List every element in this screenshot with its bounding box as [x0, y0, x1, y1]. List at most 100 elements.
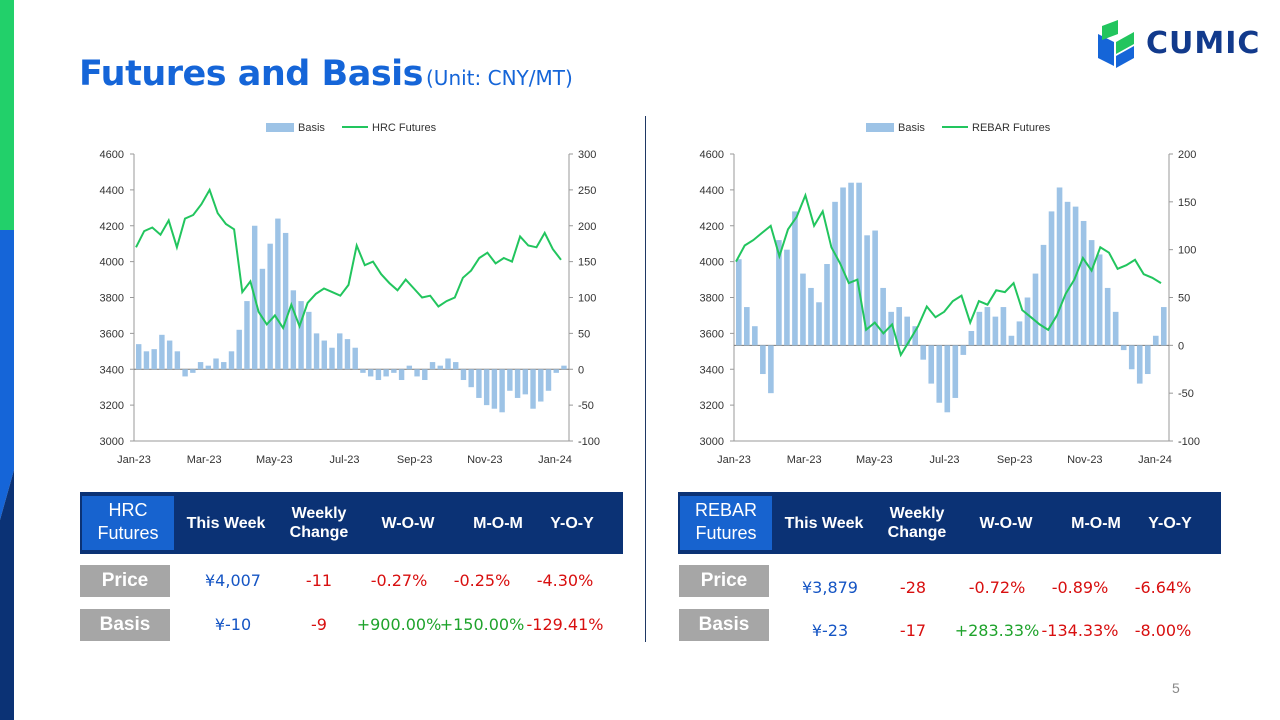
rebar-basis-mom: -134.33% [1041, 621, 1119, 640]
basis-bar [182, 369, 188, 377]
basis-bar [429, 362, 436, 370]
hrc-basis-wow: +900.00% [356, 615, 442, 634]
basis-bar [816, 302, 822, 346]
y-left-tick-label: 4000 [100, 257, 124, 269]
y-right-tick-label: 0 [578, 364, 584, 376]
x-tick-label: Jan-24 [538, 454, 572, 466]
basis-bar [514, 369, 521, 398]
basis-bar [792, 211, 798, 346]
basis-bar [414, 369, 420, 377]
basis-bar [538, 369, 544, 402]
basis-bar [360, 369, 366, 373]
basis-bar [136, 344, 142, 370]
x-tick-label: May-23 [256, 454, 293, 466]
y-left-tick-label: 3000 [700, 436, 724, 448]
basis-bar [1088, 240, 1095, 346]
rebar-basis-weekly-change: -17 [899, 621, 927, 640]
y-right-tick-label: 50 [1178, 293, 1190, 305]
col-wow: W-O-W [381, 514, 435, 532]
y-right-tick-label: -100 [578, 436, 600, 448]
y-left-tick-label: 3400 [700, 364, 724, 376]
hrc-basis-weekly-change: -9 [311, 615, 327, 634]
futures-line [735, 192, 1162, 358]
basis-bar [752, 326, 758, 346]
basis-bar [553, 369, 559, 373]
basis-bar [1104, 287, 1111, 346]
basis-bar [808, 287, 814, 346]
basis-bar [406, 365, 413, 370]
basis-bar [344, 339, 351, 370]
x-tick-label: Jul-23 [930, 454, 960, 466]
basis-bar [190, 369, 196, 373]
y-right-tick-label: 200 [578, 221, 596, 233]
basis-bar [984, 307, 991, 346]
basis-bar [848, 182, 854, 346]
col-yoy: Y-O-Y [550, 514, 594, 532]
x-tick-label: Sep-23 [397, 454, 432, 466]
y-left-tick-label: 3800 [100, 293, 124, 305]
x-tick-label: Nov-23 [467, 454, 502, 466]
x-tick-label: Nov-23 [1067, 454, 1102, 466]
rebar-basis-yoy: -8.00% [1134, 621, 1192, 640]
basis-bar [491, 369, 498, 409]
basis-bar [1008, 335, 1015, 346]
rebar-price-this-week: ¥3,879 [802, 578, 858, 597]
basis-bar [744, 307, 750, 346]
logo-text: CUMIC [1146, 26, 1261, 61]
basis-bar [760, 345, 766, 375]
col-this-week: This Week [186, 514, 266, 532]
basis-bar [298, 301, 304, 370]
basis-bar [944, 345, 951, 413]
basis-bar [840, 187, 846, 346]
y-left-tick-label: 3600 [100, 328, 124, 340]
basis-bar [213, 358, 219, 370]
basis-bar [468, 369, 474, 388]
basis-bar [968, 330, 975, 346]
basis-bar [437, 365, 443, 370]
basis-bar [313, 333, 320, 370]
basis-bar [166, 340, 173, 370]
rebar-price-weekly-change: -28 [899, 578, 927, 597]
legend-basis-label: Basis [298, 122, 325, 134]
y-left-tick-label: 3200 [700, 400, 724, 412]
section-divider [645, 116, 646, 642]
basis-bar [205, 365, 212, 370]
y-right-tick-label: 50 [578, 328, 590, 340]
y-left-tick-label: 3800 [700, 293, 724, 305]
basis-bar [1112, 311, 1119, 346]
x-tick-label: Jul-23 [330, 454, 360, 466]
basis-bar [398, 369, 405, 381]
y-right-tick-label: 150 [578, 257, 596, 269]
y-left-tick-label: 3600 [700, 328, 724, 340]
basis-bar [880, 287, 886, 346]
basis-bar [920, 345, 927, 360]
y-right-tick-label: 300 [578, 149, 596, 161]
basis-bar [483, 369, 490, 406]
rebar-basis-chart: Basis REBAR Futures 4600 4400 4200 4000 3800 36… [700, 122, 1200, 466]
basis-bar [460, 369, 467, 381]
hrc-price-label: Price [80, 565, 170, 597]
basis-bar [1048, 211, 1055, 346]
basis-bar [267, 243, 273, 370]
basis-bar [499, 369, 505, 413]
basis-bar [1160, 307, 1167, 346]
basis-bar [1080, 220, 1087, 346]
y-left-tick-label: 4600 [700, 149, 724, 161]
x-tick-label: May-23 [856, 454, 893, 466]
basis-bar [422, 369, 428, 381]
y-left-tick-label: 4200 [700, 221, 724, 233]
hrc-price-mom: -0.25% [453, 571, 511, 590]
col-mom: M-O-M [1071, 514, 1121, 532]
hrc-price-this-week: ¥4,007 [205, 571, 261, 590]
legend-basis-label: Basis [898, 122, 925, 134]
basis-bar [888, 311, 894, 346]
legend-futures-label: HRC Futures [372, 122, 437, 134]
basis-bar [904, 316, 911, 346]
basis-bar [1128, 345, 1135, 370]
basis-bar [476, 369, 482, 398]
basis-bar [445, 358, 451, 370]
col-mom: M-O-M [473, 514, 523, 532]
basis-bar [306, 311, 312, 370]
basis-bar [282, 232, 289, 370]
basis-bar [1016, 321, 1023, 346]
